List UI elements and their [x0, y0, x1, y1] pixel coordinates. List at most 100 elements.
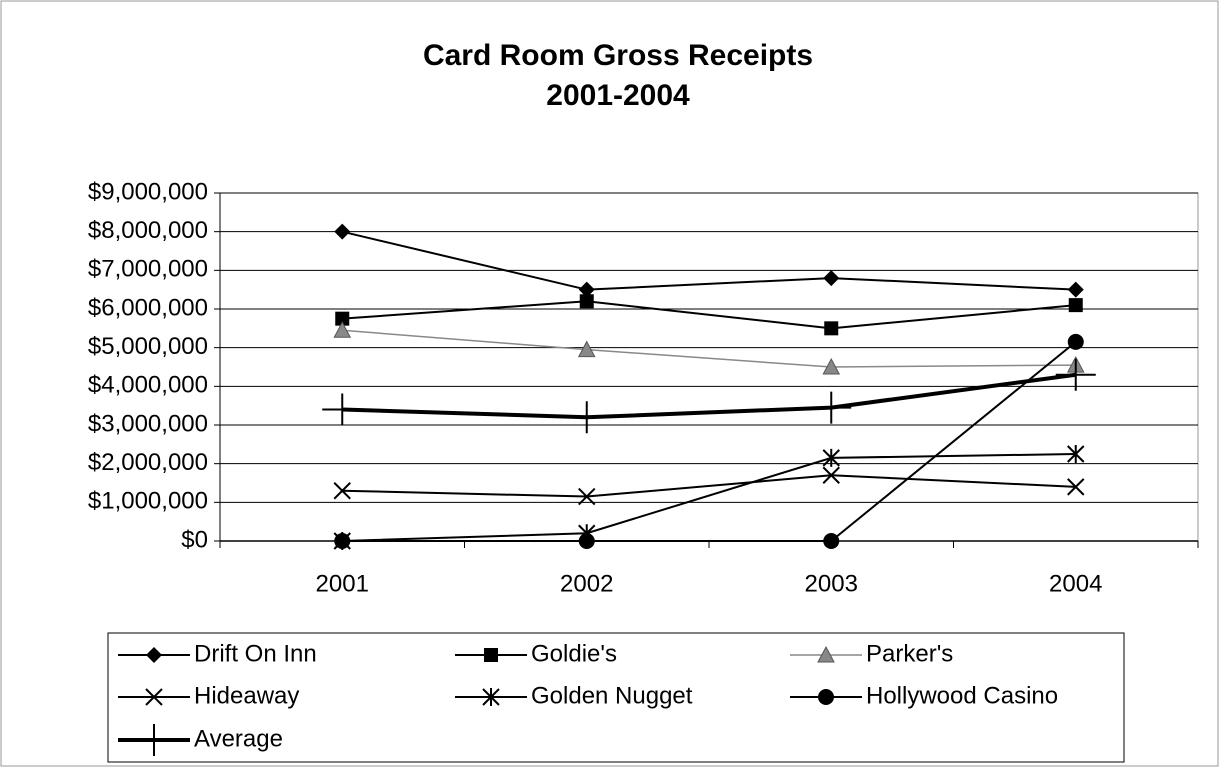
- data-point: [1067, 333, 1084, 350]
- data-point: [333, 482, 351, 500]
- legend-box: [107, 632, 1125, 763]
- data-point-part: [1068, 298, 1083, 313]
- data-point-part: [1055, 358, 1096, 391]
- legend-label: Hideaway: [194, 682, 299, 709]
- legend-label: Goldie's: [531, 640, 617, 667]
- data-point-part: [824, 321, 839, 336]
- data-point: [578, 533, 595, 549]
- series-line: [342, 300, 1076, 330]
- series-line: [342, 329, 1076, 368]
- data-point: [822, 357, 841, 375]
- data-point: [822, 448, 840, 467]
- data-point: [335, 311, 350, 326]
- y-tick-label: $3,000,000: [88, 410, 208, 437]
- y-tick-label: $9,000,000: [88, 178, 208, 205]
- data-point-part: [1067, 478, 1085, 496]
- legend-marker-part: [145, 688, 163, 706]
- series-line: [342, 453, 1076, 542]
- y-tick-label: $2,000,000: [88, 449, 208, 476]
- data-point-part: [335, 311, 350, 326]
- data-point-part: [811, 391, 852, 424]
- data-point-part: [333, 482, 351, 500]
- data-point: [578, 281, 595, 298]
- legend-marker-part: [818, 689, 834, 705]
- y-tick-label: $8,000,000: [88, 217, 208, 244]
- chart-subtitle: 2001-2004: [546, 79, 690, 112]
- legend-marker-part: [817, 645, 835, 663]
- data-point: [824, 321, 839, 336]
- legend-marker-part: [484, 648, 498, 662]
- data-point-part: [566, 401, 607, 434]
- data-point-part: [1067, 281, 1084, 298]
- chart-title: Card Room Gross Receipts: [423, 39, 813, 72]
- data-point-part: [578, 281, 595, 298]
- data-point-part: [1067, 333, 1084, 350]
- legend-label: Drift On Inn: [194, 640, 317, 667]
- data-point-part: [822, 357, 841, 375]
- legend-marker: [817, 645, 835, 663]
- legend-label: Parker's: [866, 640, 953, 667]
- x-tick-label: 2002: [560, 570, 613, 597]
- y-tick-label: $5,000,000: [88, 333, 208, 360]
- data-point: [333, 321, 352, 338]
- legend-label: Average: [194, 725, 283, 752]
- series-line: [342, 372, 1077, 420]
- legend-marker: [818, 689, 834, 705]
- data-point: [579, 294, 594, 309]
- data-point-part: [334, 223, 351, 240]
- data-point-part: [822, 448, 840, 467]
- y-tick-label: $6,000,000: [88, 294, 208, 321]
- data-point: [1067, 445, 1085, 463]
- data-point: [822, 466, 840, 484]
- legend-marker: [146, 647, 162, 663]
- data-point-part: [322, 393, 363, 426]
- legend-entry: Drift On Inn: [118, 640, 317, 667]
- data-point-part: [577, 340, 596, 358]
- data-point: [1067, 281, 1084, 298]
- data-point-part: [823, 533, 840, 549]
- data-point-part: [822, 466, 840, 484]
- legend-entry: Hollywood Casino: [790, 682, 1058, 709]
- series-line: [342, 474, 1076, 498]
- legend-entry: Hideaway: [118, 682, 299, 709]
- data-point: [334, 223, 351, 240]
- series-line: [342, 230, 1076, 291]
- legend-label: Hollywood Casino: [866, 682, 1058, 709]
- data-point: [823, 270, 840, 287]
- legend-marker: [484, 648, 498, 662]
- legend-marker: [134, 724, 174, 756]
- legend-entry: Golden Nugget: [455, 682, 693, 709]
- data-point-part: [823, 270, 840, 287]
- legend-marker: [482, 688, 500, 706]
- legend-marker-part: [134, 724, 174, 756]
- y-tick-label: $1,000,000: [88, 488, 208, 515]
- data-point-part: [334, 533, 351, 549]
- x-tick-label: 2004: [1049, 570, 1102, 597]
- data-point-part: [578, 487, 596, 506]
- y-tick-label: $7,000,000: [88, 256, 208, 283]
- legend-entry: Goldie's: [455, 640, 617, 667]
- data-point-part: [333, 321, 352, 338]
- data-point: [578, 487, 596, 506]
- data-point: [577, 340, 596, 358]
- series-line: [342, 341, 1077, 542]
- legend-label: Golden Nugget: [531, 682, 693, 709]
- data-point: [1067, 478, 1085, 496]
- data-point-part: [578, 533, 595, 549]
- x-tick-label: 2003: [805, 570, 858, 597]
- data-point: [334, 533, 351, 549]
- legend-marker: [145, 688, 163, 706]
- data-point: [1055, 358, 1096, 391]
- data-point: [1068, 298, 1083, 313]
- legend-entry: Average: [118, 724, 283, 756]
- y-tick-label: $0: [181, 526, 208, 553]
- legend-marker-part: [482, 688, 500, 706]
- x-tick-label: 2001: [316, 570, 369, 597]
- y-tick-label: $4,000,000: [88, 372, 208, 399]
- data-point: [811, 391, 852, 424]
- data-point-part: [579, 294, 594, 309]
- legend-marker-part: [146, 647, 162, 663]
- data-point: [566, 401, 607, 434]
- data-point-part: [1067, 445, 1085, 463]
